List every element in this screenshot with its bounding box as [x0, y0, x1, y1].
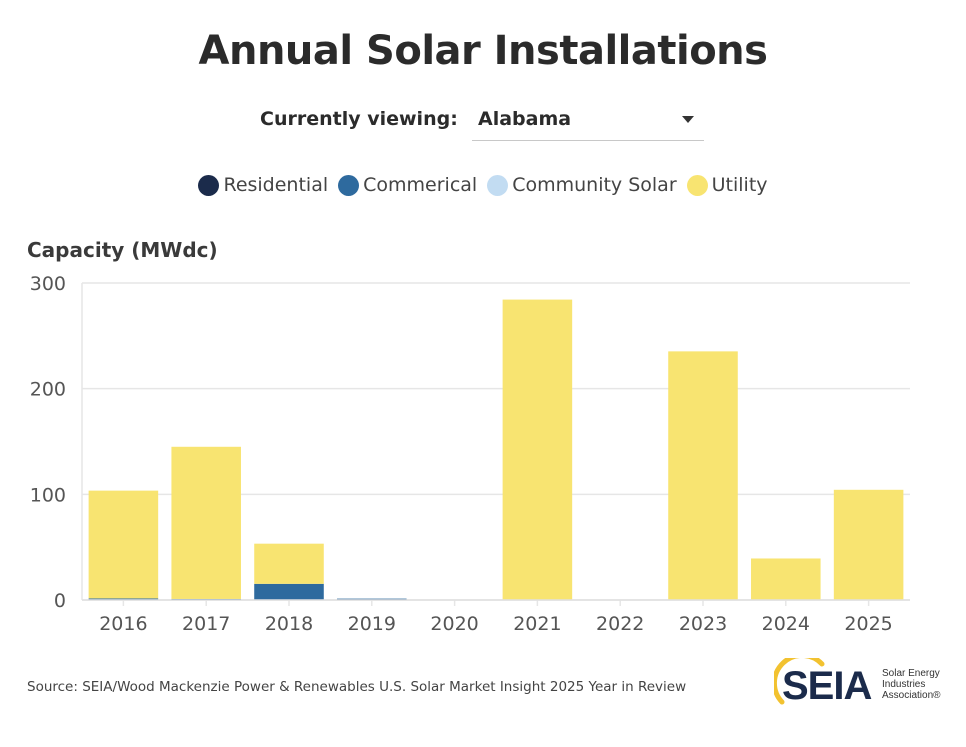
y-tick-label: 100	[30, 484, 66, 506]
x-tick-label: 2024	[762, 613, 810, 635]
chevron-down-icon[interactable]	[682, 116, 694, 123]
y-tick-label: 300	[30, 273, 66, 295]
x-tick-label: 2022	[596, 613, 644, 635]
sun-arc-icon	[774, 658, 825, 705]
legend-item-residential[interactable]: Residential	[198, 174, 328, 196]
bar-utility-2021[interactable]	[502, 299, 573, 600]
bar-utility-2023[interactable]	[668, 351, 738, 600]
y-axis-title: Capacity (MWdc)	[27, 238, 218, 262]
x-tick-label: 2025	[844, 613, 892, 635]
bar-commerical-2017[interactable]	[171, 598, 241, 600]
chart-legend: Residential Commerical Community Solar U…	[0, 174, 966, 196]
bar-utility-2025[interactable]	[833, 489, 904, 600]
logo-wordmark: SEIA	[782, 664, 872, 708]
legend-swatch-community-solar	[487, 174, 509, 196]
legend-item-commercial[interactable]: Commerical	[338, 174, 477, 196]
x-tick-label: 2023	[679, 613, 727, 635]
x-tick-label: 2017	[182, 613, 230, 635]
legend-swatch-utility	[686, 174, 708, 196]
seia-logo: SEIA Solar Energy Industries Association…	[774, 658, 944, 714]
bar-utility-2018[interactable]	[254, 543, 324, 584]
bar-chart: 0 100 200 300 2016 2017 2018 2019 2020 2021 2022 20…	[30, 273, 910, 635]
chart-title: Annual Solar Installations	[198, 28, 768, 74]
state-dropdown[interactable]: Alabama	[472, 102, 704, 141]
bar-commerical-2018[interactable]	[254, 583, 324, 600]
y-tick-label: 200	[30, 379, 66, 401]
x-tick-label: 2018	[265, 613, 313, 635]
logo-subtitle: Solar Energy Industries Association®	[882, 668, 941, 701]
logo-sub-line: Industries	[882, 679, 926, 690]
legend-label: Residential	[223, 174, 329, 196]
bar-utility-2016[interactable]	[88, 490, 159, 599]
legend-item-utility[interactable]: Utility	[686, 174, 768, 196]
legend-item-community-solar[interactable]: Community Solar	[487, 174, 677, 196]
legend-label: Utility	[711, 174, 768, 196]
legend-label: Community Solar	[512, 174, 677, 196]
bar-utility-2017[interactable]	[171, 446, 241, 599]
bar-utility-2024[interactable]	[751, 558, 821, 600]
bar-commerical-2016[interactable]	[88, 598, 159, 600]
x-tick-label: 2020	[430, 613, 478, 635]
state-selector-row: Currently viewing: Alabama	[260, 108, 704, 141]
x-tick-label: 2016	[99, 613, 147, 635]
source-note: Source: SEIA/Wood Mackenzie Power & Rene…	[27, 679, 687, 695]
x-tick-label: 2019	[348, 613, 396, 635]
bar-commerical-2019[interactable]	[337, 598, 407, 600]
legend-swatch-commercial	[338, 174, 360, 196]
state-dropdown-value: Alabama	[478, 108, 572, 130]
legend-label: Commerical	[363, 174, 478, 196]
logo-sub-line: Association®	[882, 690, 941, 701]
y-tick-label: 0	[54, 590, 66, 612]
viewing-label: Currently viewing:	[260, 108, 458, 130]
x-tick-label: 2021	[513, 613, 561, 635]
logo-sub-line: Solar Energy	[882, 668, 940, 679]
legend-swatch-residential	[198, 174, 220, 196]
